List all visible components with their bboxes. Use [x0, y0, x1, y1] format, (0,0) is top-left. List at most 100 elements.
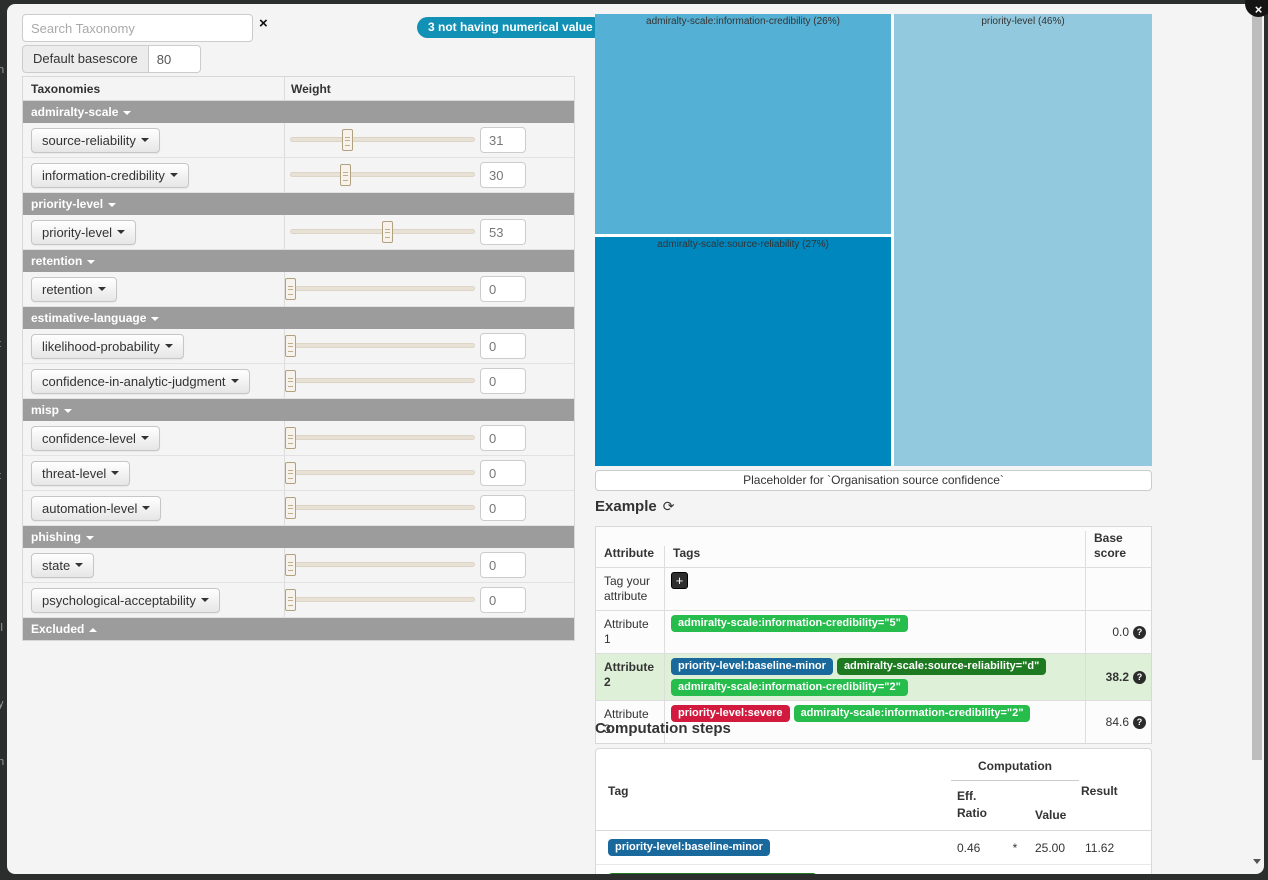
- tag-pill[interactable]: priority-level:baseline-minor: [671, 658, 833, 675]
- tag-pill[interactable]: admiralty-scale:information-credibility=…: [671, 615, 908, 632]
- weight-slider-handle[interactable]: [285, 553, 296, 576]
- example-table: Attribute Tags Base score Tag your attri…: [595, 526, 1152, 744]
- taxonomy-name: automation-level: [42, 500, 138, 516]
- background-text-fragment: h: [0, 756, 5, 768]
- weight-slider[interactable]: [285, 496, 475, 519]
- weight-slider[interactable]: [285, 461, 475, 484]
- taxonomy-group-header-admiralty-scale[interactable]: admiralty-scale: [23, 101, 574, 123]
- group-label: misp: [31, 403, 60, 417]
- taxonomy-select-button-automation-level[interactable]: automation-level: [31, 495, 162, 521]
- default-basescore-group: Default basescore: [22, 45, 201, 73]
- taxonomy-row: automation-level: [23, 491, 574, 526]
- weight-slider-handle[interactable]: [381, 220, 393, 243]
- taxonomy-select-button-psychological-acceptability[interactable]: psychological-acceptability: [31, 587, 220, 613]
- search-taxonomy-input[interactable]: [22, 14, 253, 42]
- caret-down-icon: [123, 110, 132, 115]
- taxonomy-select-button-state[interactable]: state: [31, 552, 95, 578]
- weight-input[interactable]: [480, 219, 526, 245]
- weight-slider[interactable]: [285, 334, 475, 357]
- base-score-column-header: Base score: [1085, 531, 1151, 567]
- weight-slider[interactable]: [290, 220, 475, 243]
- weight-slider-handle[interactable]: [285, 461, 296, 484]
- attribute-label: Attribute 1: [604, 617, 649, 646]
- weight-slider-handle[interactable]: [285, 426, 296, 449]
- taxonomy-select-button-retention[interactable]: retention: [31, 276, 117, 302]
- scrollbar-track[interactable]: [1252, 12, 1262, 872]
- taxonomy-row: priority-level: [23, 215, 574, 250]
- taxonomy-row: source-reliability: [23, 123, 574, 158]
- base-score-value: 38.2: [1105, 670, 1129, 684]
- taxonomy-select-button-source-reliability[interactable]: source-reliability: [31, 127, 160, 153]
- taxonomy-group-header-estimative-language[interactable]: estimative-language: [23, 307, 574, 329]
- weight-slider-handle[interactable]: [285, 277, 296, 300]
- weight-input[interactable]: [480, 425, 526, 451]
- taxonomy-group-header-priority-level[interactable]: priority-level: [23, 193, 574, 215]
- scrollbar-thumb[interactable]: [1252, 16, 1262, 760]
- weight-input[interactable]: [480, 368, 526, 394]
- taxonomy-group-header-retention[interactable]: retention: [23, 250, 574, 272]
- weight-slider-handle[interactable]: [285, 588, 296, 611]
- treemap-cell-label: admiralty-scale:information-credibility …: [646, 16, 840, 27]
- taxonomy-row: threat-level: [23, 456, 574, 491]
- score-help-icon[interactable]: ?: [1133, 670, 1146, 684]
- default-basescore-input[interactable]: [148, 45, 201, 73]
- weight-input[interactable]: [480, 127, 526, 153]
- tag-pill[interactable]: admiralty-scale:information-credibility=…: [793, 705, 1031, 722]
- taxonomy-row: confidence-level: [23, 421, 574, 456]
- weight-input[interactable]: [480, 460, 526, 486]
- taxonomy-select-button-likelihood-probability[interactable]: likelihood-probability: [31, 333, 184, 359]
- caret-up-icon: [89, 627, 98, 632]
- group-label: Excluded: [31, 622, 85, 636]
- treemap-cell-priority-level[interactable]: priority-level (46%): [894, 14, 1152, 466]
- weight-input[interactable]: [480, 495, 526, 521]
- weight-input[interactable]: [480, 587, 526, 613]
- tag-pill[interactable]: admiralty-scale:source-reliability="d": [608, 873, 818, 874]
- add-tag-button[interactable]: +: [671, 572, 688, 589]
- weight-slider-handle[interactable]: [341, 128, 353, 151]
- default-basescore-label: Default basescore: [22, 45, 149, 73]
- clear-search-icon[interactable]: ×: [259, 15, 268, 32]
- tag-pill[interactable]: admiralty-scale:source-reliability="d": [836, 658, 1047, 675]
- weight-slider[interactable]: [285, 588, 475, 611]
- taxonomy-group-header-phishing[interactable]: phishing: [23, 526, 574, 548]
- taxonomy-select-button-threat-level[interactable]: threat-level: [31, 460, 131, 486]
- tag-pill[interactable]: priority-level:severe: [671, 705, 790, 722]
- weight-slider[interactable]: [285, 277, 475, 300]
- refresh-icon[interactable]: ⟳: [662, 499, 675, 515]
- taxonomy-select-button-confidence-level[interactable]: confidence-level: [31, 425, 160, 451]
- group-label: priority-level: [31, 197, 104, 211]
- taxonomy-group-header-excluded[interactable]: Excluded: [23, 618, 574, 640]
- caret-down-icon: [75, 563, 84, 567]
- taxonomy-select-button-information-credibility[interactable]: information-credibility: [31, 162, 189, 188]
- example-row: Attribute 3 priority-level:severe admiralt…: [596, 700, 1151, 743]
- weight-slider[interactable]: [290, 163, 475, 186]
- weight-input[interactable]: [480, 162, 526, 188]
- taxonomy-select-button-priority-level[interactable]: priority-level: [31, 219, 137, 245]
- taxonomy-row: likelihood-probability: [23, 329, 574, 364]
- tag-pill[interactable]: priority-level:baseline-minor: [608, 839, 770, 856]
- weight-input[interactable]: [480, 276, 526, 302]
- taxonomy-select-button-confidence-in-analytic-judgment[interactable]: confidence-in-analytic-judgment: [31, 368, 250, 394]
- weight-input[interactable]: [480, 333, 526, 359]
- score-help-icon[interactable]: ?: [1133, 715, 1146, 729]
- weight-input[interactable]: [480, 552, 526, 578]
- weight-slider[interactable]: [290, 128, 475, 151]
- close-icon[interactable]: ×: [1245, 0, 1268, 17]
- weight-slider-handle[interactable]: [285, 334, 296, 357]
- weight-slider[interactable]: [285, 426, 475, 449]
- scrollbar-down-arrow-icon[interactable]: [1253, 859, 1261, 864]
- weight-slider[interactable]: [285, 369, 475, 392]
- weight-slider-handle[interactable]: [285, 369, 296, 392]
- weight-slider-handle[interactable]: [285, 496, 296, 519]
- treemap-cell-admiralty-scale:information-credibility[interactable]: admiralty-scale:information-credibility …: [595, 14, 891, 234]
- treemap-cell-admiralty-scale:source-reliability[interactable]: admiralty-scale:source-reliability (27%): [595, 237, 891, 466]
- base-score-cell: 0.0?: [1085, 611, 1151, 653]
- caret-down-icon: [108, 202, 117, 207]
- score-help-icon[interactable]: ?: [1133, 625, 1146, 639]
- result-column-header: Result: [1081, 783, 1118, 798]
- weight-slider-handle[interactable]: [339, 163, 351, 186]
- base-score-value: 84.6: [1105, 715, 1129, 729]
- taxonomy-group-header-misp[interactable]: misp: [23, 399, 574, 421]
- weight-slider[interactable]: [285, 553, 475, 576]
- tag-pill[interactable]: admiralty-scale:information-credibility=…: [671, 679, 908, 696]
